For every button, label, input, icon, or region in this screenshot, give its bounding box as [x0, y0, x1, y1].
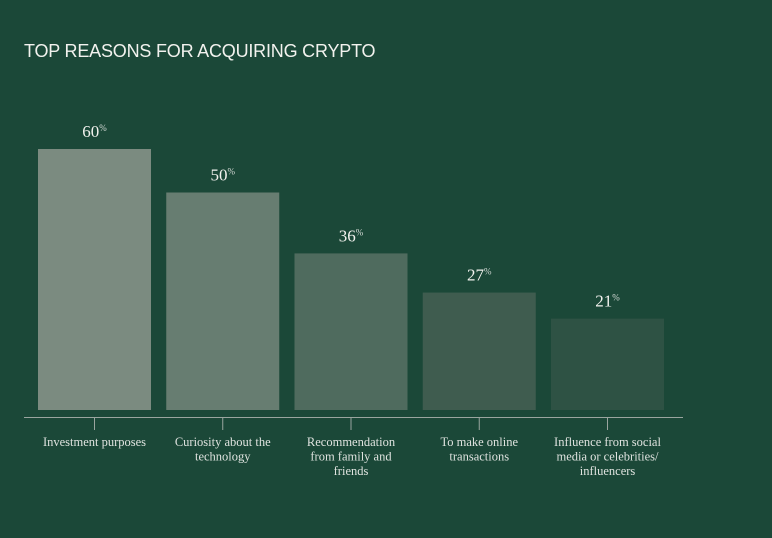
bar-4 — [422, 292, 536, 410]
category-label-5: Influence from social media or celebritie… — [554, 435, 661, 478]
category-label-3: Recommendation from family and friends — [307, 435, 396, 478]
value-label-4: 27% — [467, 266, 492, 285]
bar-5 — [551, 318, 664, 410]
category-label-2: Curiosity about the technology — [175, 435, 271, 464]
bars-group — [38, 149, 664, 410]
category-label-1: Investment purposes — [43, 435, 146, 449]
chart-title: TOP REASONS FOR ACQUIRING CRYPTO — [24, 41, 376, 61]
value-label-5: 21% — [595, 292, 620, 311]
value-label-2: 50% — [211, 166, 236, 185]
value-labels-group: 60% 50% 36% 27% 21% — [82, 122, 620, 311]
bar-1 — [38, 149, 151, 410]
category-label-4: To make online transactions — [440, 435, 518, 464]
category-labels-group: Investment purposes Curiosity about the te… — [43, 435, 662, 478]
value-label-1: 60% — [82, 122, 107, 141]
bar-3 — [294, 253, 408, 410]
bar-2 — [166, 192, 280, 410]
value-label-3: 36% — [339, 226, 364, 245]
x-ticks-group — [94, 418, 608, 430]
